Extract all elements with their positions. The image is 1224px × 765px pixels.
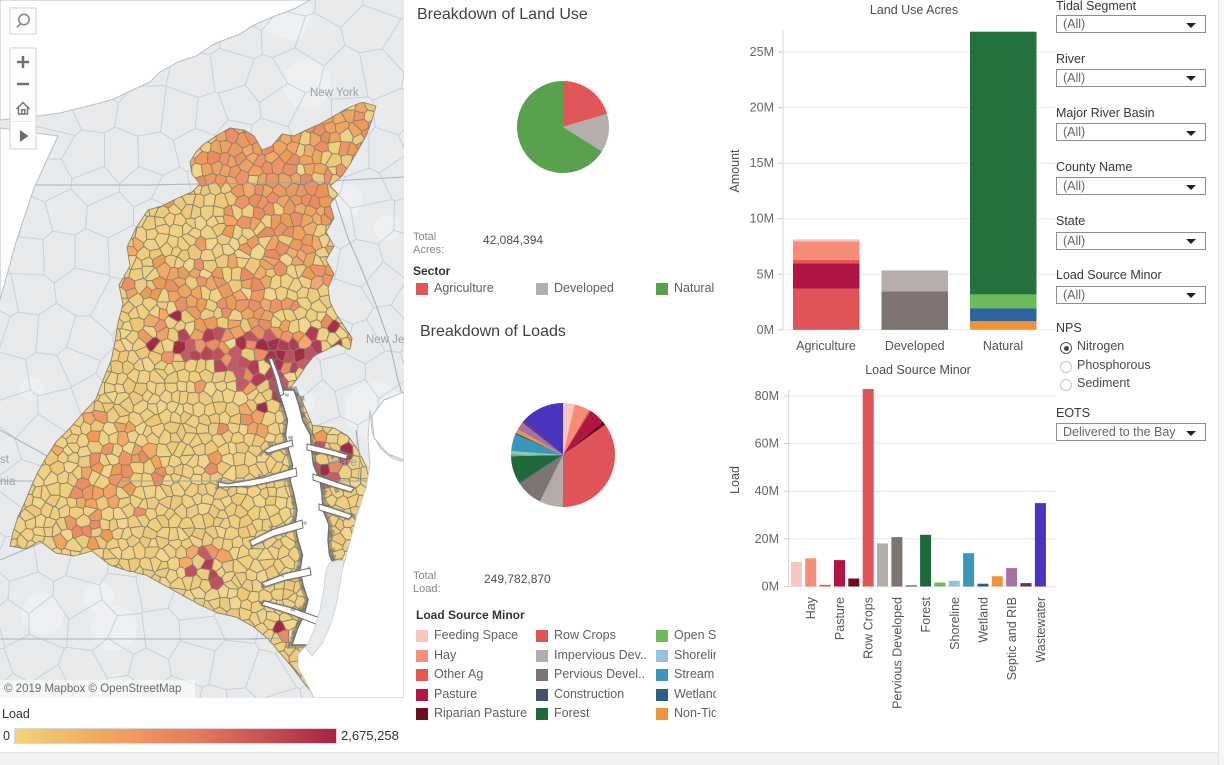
svg-text:Forest: Forest xyxy=(919,596,933,632)
svg-text:Natural: Natural xyxy=(983,339,1023,353)
svg-text:Wetland: Wetland xyxy=(976,597,990,643)
svg-text:Load Source Minor: Load Source Minor xyxy=(865,363,971,377)
svg-text:15M: 15M xyxy=(750,156,774,170)
svg-text:Pasture: Pasture xyxy=(833,597,847,640)
svg-text:0M: 0M xyxy=(757,323,774,337)
svg-text:© 2019 Mapbox © OpenStreetMap: © 2019 Mapbox © OpenStreetMap xyxy=(4,683,181,695)
svg-text:New Je: New Je xyxy=(366,334,404,346)
svg-text:20M: 20M xyxy=(750,101,774,115)
svg-text:Land Use Acres: Land Use Acres xyxy=(870,3,958,17)
svg-text:Developed: Developed xyxy=(885,339,945,353)
svg-text:60M: 60M xyxy=(755,437,779,451)
svg-text:Amount: Amount xyxy=(728,149,742,193)
svg-text:40M: 40M xyxy=(755,484,779,498)
svg-text:80M: 80M xyxy=(755,389,779,403)
svg-text:ware: ware xyxy=(331,457,357,469)
svg-text:10M: 10M xyxy=(750,212,774,226)
svg-text:Load: Load xyxy=(728,466,742,494)
svg-text:25M: 25M xyxy=(750,45,774,59)
svg-text:20M: 20M xyxy=(755,532,779,546)
svg-text:New York: New York xyxy=(310,87,359,99)
svg-text:5M: 5M xyxy=(757,267,774,281)
svg-text:0M: 0M xyxy=(762,580,779,594)
svg-text:st: st xyxy=(0,454,10,466)
svg-text:Septic and RIB: Septic and RIB xyxy=(1005,597,1019,680)
svg-text:Agriculture: Agriculture xyxy=(796,339,856,353)
svg-text:Row Crops: Row Crops xyxy=(862,597,876,659)
svg-text:Pervious Developed: Pervious Developed xyxy=(890,597,904,709)
svg-text:nia: nia xyxy=(0,476,16,488)
svg-text:Wastewater: Wastewater xyxy=(1034,597,1048,663)
svg-text:Hay: Hay xyxy=(804,596,818,619)
svg-text:Shoreline: Shoreline xyxy=(948,597,962,650)
